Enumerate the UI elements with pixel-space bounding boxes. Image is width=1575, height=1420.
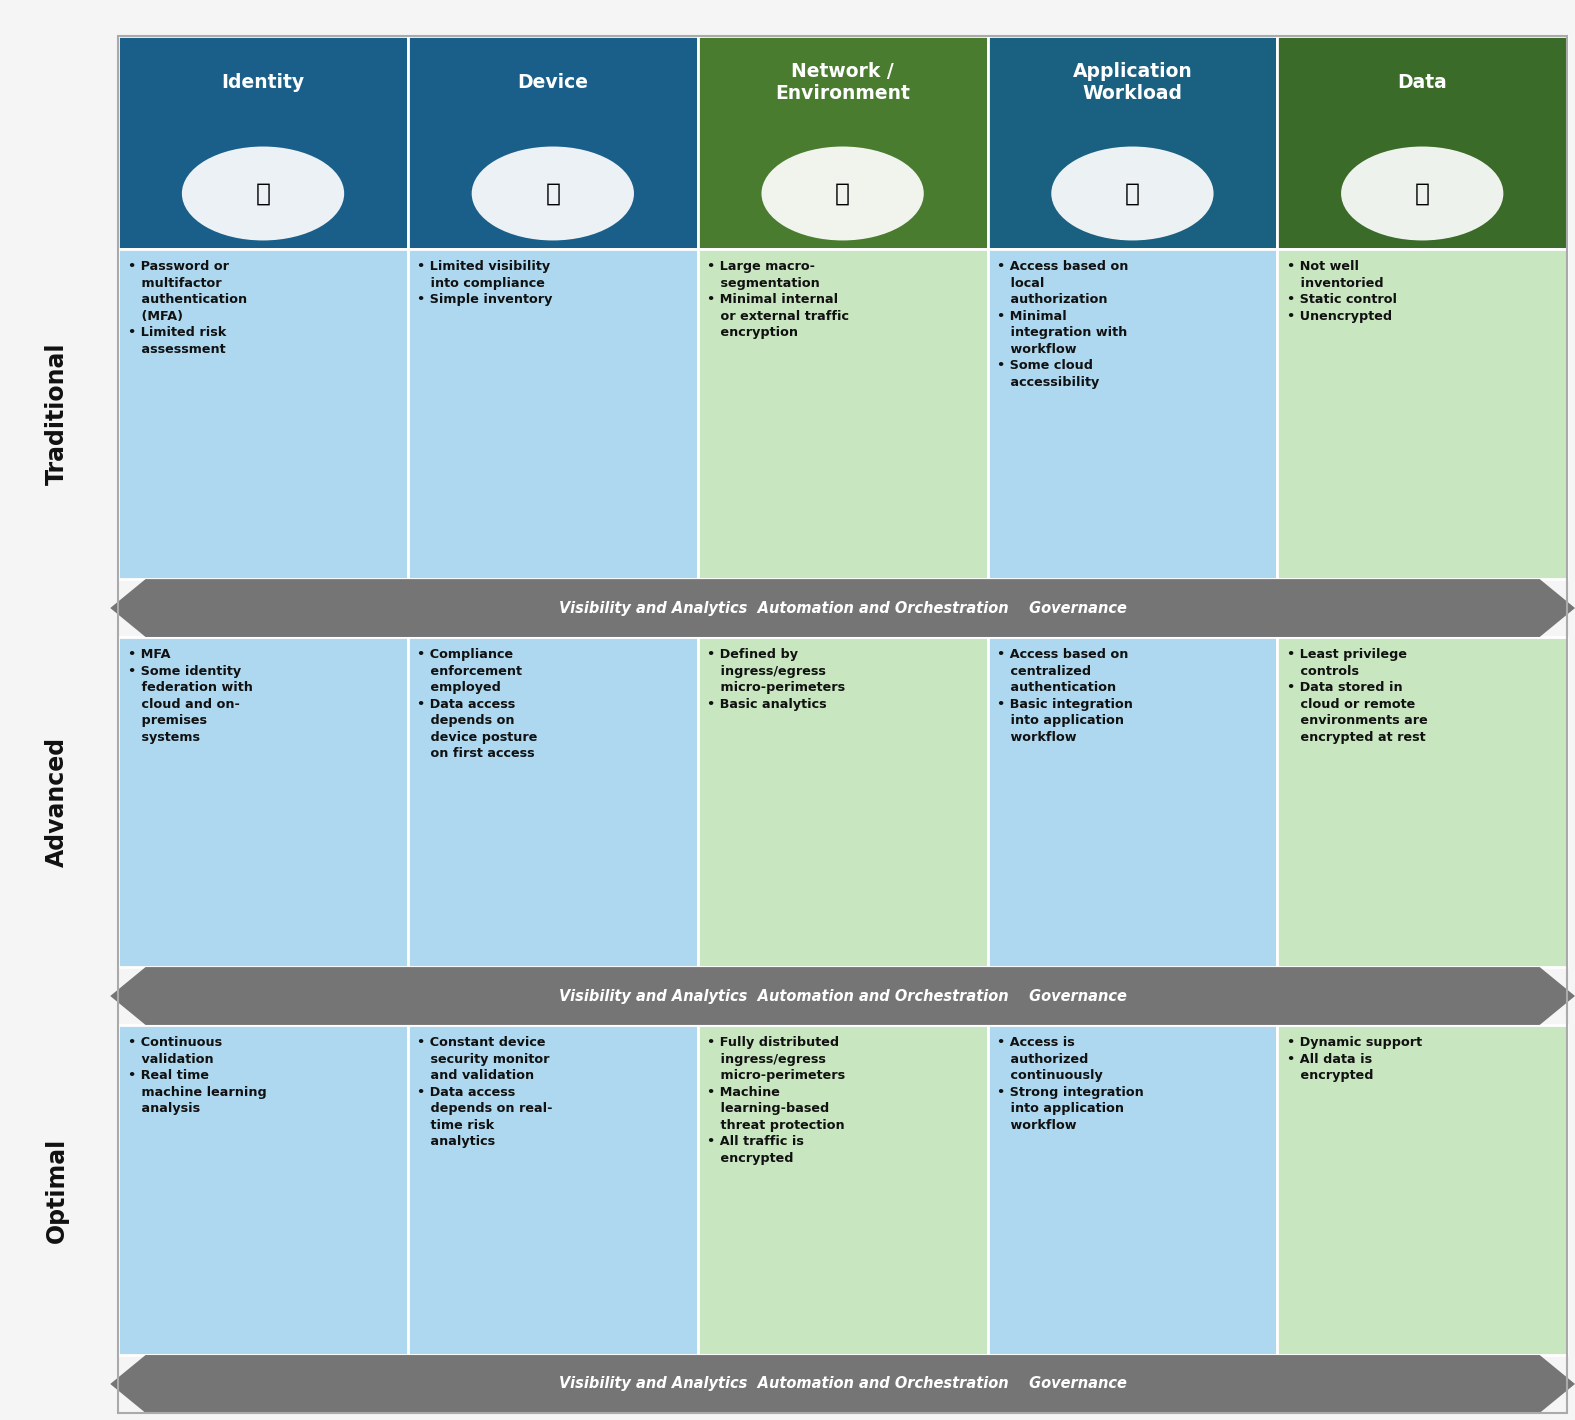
- Text: • Least privilege
   controls
• Data stored in
   cloud or remote
   environment: • Least privilege controls • Data stored…: [1287, 649, 1427, 744]
- FancyBboxPatch shape: [118, 1025, 408, 1355]
- Text: • Access based on
   local
   authorization
• Minimal
   integration with
   wor: • Access based on local authorization • …: [997, 260, 1128, 389]
- FancyBboxPatch shape: [988, 1025, 1277, 1355]
- FancyBboxPatch shape: [1277, 248, 1567, 579]
- Ellipse shape: [761, 146, 925, 240]
- Text: 👤: 👤: [255, 182, 271, 206]
- Text: Device: Device: [517, 72, 589, 92]
- Polygon shape: [110, 967, 1575, 1025]
- Text: Advanced: Advanced: [44, 737, 69, 868]
- FancyBboxPatch shape: [698, 1025, 988, 1355]
- Text: • Limited visibility
   into compliance
• Simple inventory: • Limited visibility into compliance • S…: [417, 260, 553, 307]
- FancyBboxPatch shape: [408, 248, 698, 579]
- FancyBboxPatch shape: [698, 248, 988, 579]
- FancyBboxPatch shape: [698, 36, 988, 248]
- Text: Identity: Identity: [222, 72, 304, 92]
- Text: 🖥: 🖥: [1125, 182, 1140, 206]
- FancyBboxPatch shape: [118, 638, 408, 967]
- Polygon shape: [110, 579, 1575, 638]
- Text: • Not well
   inventoried
• Static control
• Unencrypted: • Not well inventoried • Static control …: [1287, 260, 1397, 322]
- FancyBboxPatch shape: [118, 36, 408, 248]
- Text: 🌐: 🌐: [835, 182, 850, 206]
- FancyBboxPatch shape: [1277, 36, 1567, 248]
- Text: Traditional: Traditional: [44, 342, 69, 486]
- Polygon shape: [110, 1355, 1575, 1413]
- Text: Data: Data: [1397, 72, 1447, 92]
- Text: Visibility and Analytics  Automation and Orchestration    Governance: Visibility and Analytics Automation and …: [559, 1376, 1126, 1392]
- FancyBboxPatch shape: [118, 248, 408, 579]
- Text: • Large macro-
   segmentation
• Minimal internal
   or external traffic
   encr: • Large macro- segmentation • Minimal in…: [707, 260, 849, 339]
- Text: Visibility and Analytics  Automation and Orchestration    Governance: Visibility and Analytics Automation and …: [559, 601, 1126, 615]
- Text: • Continuous
   validation
• Real time
   machine learning
   analysis: • Continuous validation • Real time mach…: [128, 1037, 266, 1115]
- Text: Application
Workload: Application Workload: [1073, 62, 1192, 104]
- Text: • Access based on
   centralized
   authentication
• Basic integration
   into a: • Access based on centralized authentica…: [997, 649, 1132, 744]
- Ellipse shape: [1051, 146, 1214, 240]
- Text: • MFA
• Some identity
   federation with
   cloud and on-
   premises
   systems: • MFA • Some identity federation with cl…: [128, 649, 252, 744]
- FancyBboxPatch shape: [1277, 638, 1567, 967]
- Text: • Defined by
   ingress/egress
   micro-perimeters
• Basic analytics: • Defined by ingress/egress micro-perime…: [707, 649, 846, 711]
- FancyBboxPatch shape: [988, 638, 1277, 967]
- Text: Optimal: Optimal: [44, 1137, 69, 1242]
- FancyBboxPatch shape: [408, 1025, 698, 1355]
- Text: Visibility and Analytics  Automation and Orchestration    Governance: Visibility and Analytics Automation and …: [559, 988, 1126, 1004]
- Text: 📱: 📱: [545, 182, 561, 206]
- Ellipse shape: [181, 146, 345, 240]
- FancyBboxPatch shape: [988, 36, 1277, 248]
- Text: • Compliance
   enforcement
   employed
• Data access
   depends on
   device po: • Compliance enforcement employed • Data…: [417, 649, 537, 760]
- Text: • Access is
   authorized
   continuously
• Strong integration
   into applicati: • Access is authorized continuously • St…: [997, 1037, 1143, 1132]
- FancyBboxPatch shape: [408, 36, 698, 248]
- Ellipse shape: [1340, 146, 1504, 240]
- Text: 📊: 📊: [1414, 182, 1430, 206]
- Text: • Fully distributed
   ingress/egress
   micro-perimeters
• Machine
   learning-: • Fully distributed ingress/egress micro…: [707, 1037, 846, 1164]
- FancyBboxPatch shape: [698, 638, 988, 967]
- FancyBboxPatch shape: [1277, 1025, 1567, 1355]
- Text: • Dynamic support
• All data is
   encrypted: • Dynamic support • All data is encrypte…: [1287, 1037, 1422, 1082]
- Text: Network /
Environment: Network / Environment: [775, 62, 910, 104]
- Text: • Password or
   multifactor
   authentication
   (MFA)
• Limited risk
   assess: • Password or multifactor authentication…: [128, 260, 247, 356]
- FancyBboxPatch shape: [408, 638, 698, 967]
- Text: • Constant device
   security monitor
   and validation
• Data access
   depends: • Constant device security monitor and v…: [417, 1037, 553, 1149]
- FancyBboxPatch shape: [988, 248, 1277, 579]
- Ellipse shape: [471, 146, 635, 240]
